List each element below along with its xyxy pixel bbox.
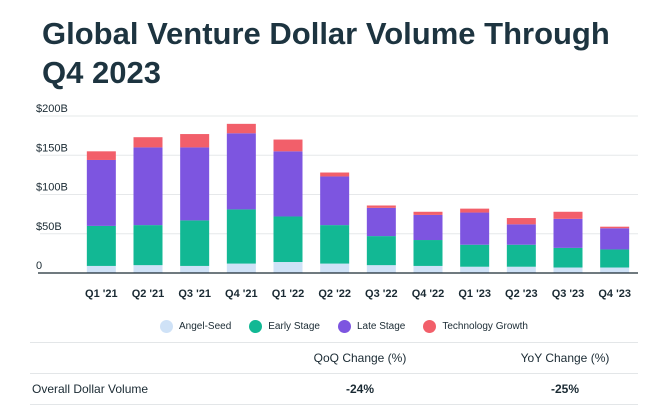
x-tick-label: Q4 '23	[598, 288, 631, 300]
bar-segment-technology-growth	[600, 226, 630, 229]
legend-item-early-stage: Early Stage	[249, 320, 320, 333]
bar-segment-early-stage	[180, 220, 210, 266]
legend-swatch-technology-growth	[423, 320, 437, 333]
x-tick-label: Q2 '23	[505, 288, 538, 300]
legend-swatch-late-stage	[337, 320, 351, 333]
bar-segment-technology-growth	[413, 211, 443, 215]
bar-segment-late-stage	[180, 147, 210, 221]
bar-segment-technology-growth	[273, 139, 303, 152]
bar-segment-angel-seed	[86, 265, 116, 273]
bar-segment-angel-seed	[506, 266, 536, 273]
bar-segment-early-stage	[86, 225, 116, 266]
x-tick-label: Q1 '22	[272, 288, 305, 300]
legend-swatch-angel-seed	[160, 320, 173, 333]
bar-segment-technology-growth	[553, 211, 583, 219]
bar-segment-late-stage	[273, 151, 303, 217]
bar-segment-early-stage	[460, 244, 490, 267]
x-tick-label: Q2 '22	[318, 288, 351, 300]
y-tick-label: $100B	[36, 182, 68, 194]
bar-segment-late-stage	[86, 159, 116, 226]
qoq-header: QoQ Change (%)	[313, 351, 407, 365]
bar-segment-early-stage	[320, 225, 350, 264]
bar-segment-angel-seed	[460, 266, 490, 273]
bar-segment-angel-seed	[413, 265, 443, 273]
y-tick-label: $50B	[36, 221, 62, 233]
y-tick-label: $200B	[36, 103, 68, 115]
bar-segment-angel-seed	[320, 263, 350, 273]
legend-item-late-stage: Late Stage	[337, 320, 406, 333]
bar-segment-early-stage	[553, 247, 583, 268]
bar-segment-technology-growth	[320, 172, 350, 177]
legend: Angel-Seed Early Stage Late Stage Techno…	[160, 320, 528, 333]
bar-segment-late-stage	[553, 218, 583, 248]
x-tick-label: Q1 '23	[458, 288, 491, 300]
bar-segment-technology-growth	[226, 123, 256, 134]
yoy-value: -25%	[550, 382, 579, 396]
bar-segment-angel-seed	[366, 265, 396, 273]
bar-segment-technology-growth	[86, 151, 116, 160]
legend-swatch-early-stage	[249, 320, 263, 333]
bar-segment-late-stage	[226, 133, 256, 210]
bar-segment-late-stage	[506, 224, 536, 245]
x-tick-label: Q4 '22	[412, 288, 445, 300]
bar-segment-technology-growth	[180, 134, 210, 148]
legend-label: Early Stage	[268, 321, 320, 332]
chart-title: Global Venture Dollar Volume Through Q4 …	[42, 16, 610, 90]
bar-segment-early-stage	[506, 244, 536, 267]
bar-segment-late-stage	[460, 212, 490, 245]
y-tick-label: 0	[36, 260, 42, 272]
legend-label: Angel-Seed	[179, 321, 232, 332]
bar-segment-angel-seed	[600, 267, 630, 273]
bar-segment-angel-seed	[180, 265, 210, 273]
summary-table: QoQ Change (%) YoY Change (%) Overall Do…	[30, 342, 638, 405]
summary-data-row: Overall Dollar Volume -24% -25%	[30, 374, 638, 405]
bar-segment-technology-growth	[366, 205, 396, 208]
yoy-header: YoY Change (%)	[520, 351, 610, 365]
bar-segment-late-stage	[600, 228, 630, 250]
summary-header-row: QoQ Change (%) YoY Change (%)	[30, 342, 638, 374]
bar-segment-technology-growth	[133, 137, 163, 148]
x-tick-label: Q1 '21	[85, 288, 118, 300]
x-tick-label: Q3 '23	[552, 288, 585, 300]
legend-item-technology-growth: Technology Growth	[423, 320, 528, 333]
bar-segment-early-stage	[413, 240, 443, 266]
bar-segment-late-stage	[366, 207, 396, 237]
legend-label: Technology Growth	[442, 321, 528, 332]
bar-segment-angel-seed	[133, 265, 163, 273]
bar-segment-early-stage	[273, 216, 303, 263]
bar-segment-technology-growth	[460, 208, 490, 213]
bar-segment-late-stage	[413, 214, 443, 241]
legend-label: Late Stage	[356, 321, 406, 332]
bar-segment-early-stage	[133, 225, 163, 266]
x-tick-label: Q2 '21	[132, 288, 165, 300]
x-tick-label: Q3 '21	[178, 288, 211, 300]
qoq-value: -24%	[345, 382, 374, 396]
row-label: Overall Dollar Volume	[32, 382, 149, 396]
y-tick-label: $150B	[36, 142, 68, 154]
bar-segment-technology-growth	[506, 218, 536, 225]
x-tick-label: Q3 '22	[365, 288, 398, 300]
legend-item-angel-seed: Angel-Seed	[160, 320, 231, 333]
bar-segment-angel-seed	[226, 263, 256, 273]
bar-segment-early-stage	[226, 209, 256, 264]
stacked-bar-chart: 0 $50B $100B $150B $200B Q1 '21 Q2 '21 Q3 '21 Q4…	[36, 103, 638, 300]
bar-segment-angel-seed	[553, 267, 583, 273]
bar-segment-late-stage	[133, 147, 163, 226]
x-tick-label: Q4 '21	[225, 288, 258, 300]
bar-segment-angel-seed	[273, 262, 303, 273]
bar-segment-early-stage	[366, 236, 396, 266]
bar-segment-early-stage	[600, 249, 630, 268]
bar-segment-late-stage	[320, 176, 350, 226]
